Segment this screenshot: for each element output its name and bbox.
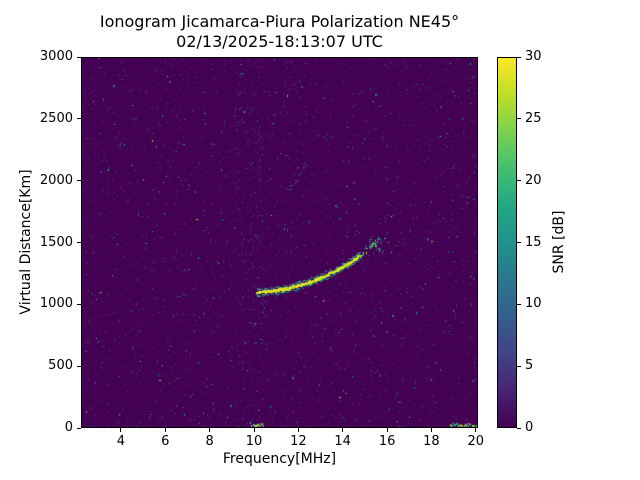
x-tick-label: 12 [290, 434, 307, 449]
x-tick-mark [164, 428, 166, 432]
colorbar-gradient [497, 57, 517, 428]
x-tick-label: 18 [423, 434, 440, 449]
x-tick-mark [342, 428, 344, 432]
y-tick-label: 1000 [39, 296, 73, 312]
x-tick-mark [297, 428, 299, 432]
x-tick-label: 10 [245, 434, 263, 449]
y-tick-mark [77, 242, 81, 243]
colorbar-tick-label: 5 [525, 358, 534, 374]
ionogram-heatmap-canvas [81, 57, 478, 428]
y-tick-mark [77, 427, 81, 429]
chart-title: Ionogram Jicamarca-Piura Polarization NE… [99, 12, 460, 31]
chart-subtitle: 02/13/2025-18:13:07 UTC [176, 32, 383, 51]
x-tick-label: 4 [116, 434, 126, 449]
colorbar-tick-mark [517, 365, 521, 367]
x-tick-mark [475, 428, 477, 432]
y-tick-label: 2500 [39, 110, 73, 126]
y-tick-mark [77, 56, 81, 58]
x-tick-mark [209, 428, 211, 432]
x-tick-mark [120, 428, 122, 432]
y-tick-label: 0 [64, 420, 73, 435]
colorbar-tick-label: 30 [525, 49, 542, 64]
y-tick-mark [77, 180, 81, 182]
colorbar-tick-mark [517, 242, 521, 243]
colorbar-tick-label: 15 [525, 234, 542, 250]
x-tick-label: 20 [467, 434, 485, 449]
y-tick-mark [77, 365, 81, 367]
colorbar-tick-label: 25 [525, 110, 542, 126]
colorbar-tick-label: 0 [525, 420, 534, 435]
colorbar-tick-mark [517, 303, 521, 305]
y-tick-mark [77, 303, 81, 305]
y-tick-label: 500 [48, 358, 73, 374]
x-tick-label: 8 [205, 434, 214, 449]
colorbar-tick-label: 20 [525, 172, 542, 188]
x-tick-mark [253, 428, 255, 432]
colorbar-tick-mark [517, 427, 521, 429]
colorbar-tick-mark [517, 56, 521, 58]
x-tick-label: 14 [334, 434, 351, 449]
y-tick-label: 3000 [39, 49, 73, 64]
colorbar-tick-mark [517, 118, 521, 120]
x-axis-label: Frequency[MHz] [222, 451, 337, 467]
y-tick-label: 2000 [39, 172, 73, 188]
colorbar-tick-mark [517, 180, 521, 182]
x-tick-mark [386, 428, 388, 432]
y-tick-label: 1500 [39, 234, 73, 250]
y-tick-mark [77, 118, 81, 120]
x-tick-label: 16 [378, 434, 396, 449]
x-tick-mark [430, 428, 432, 432]
x-tick-label: 6 [161, 434, 170, 449]
colorbar-tick-label: 10 [525, 296, 542, 312]
chart-title-block: Ionogram Jicamarca-Piura Polarization NE… [81, 12, 478, 52]
